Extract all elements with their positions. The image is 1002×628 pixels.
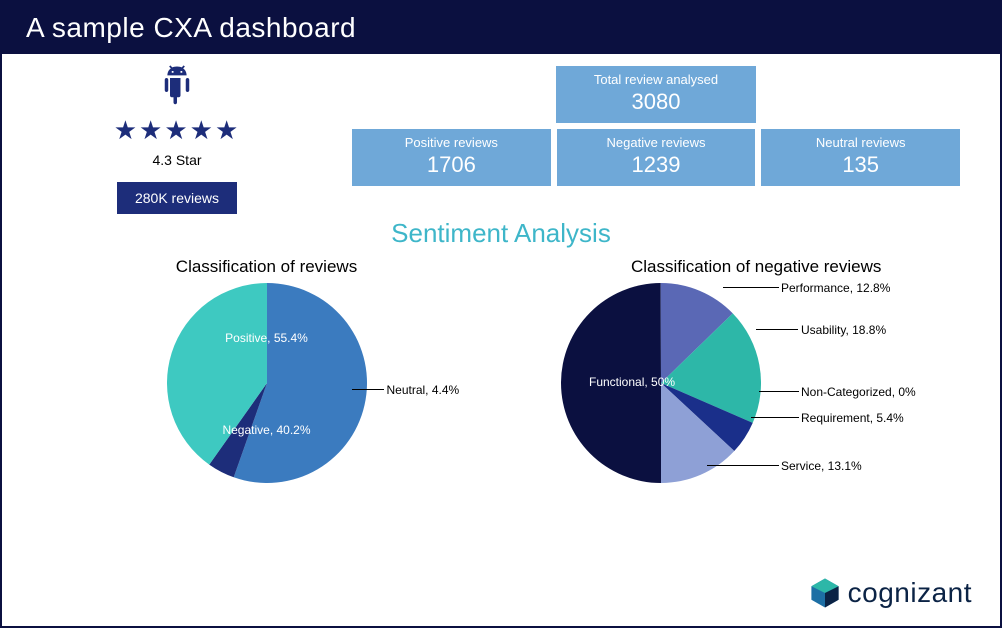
chart-reviews-title: Classification of reviews	[32, 257, 501, 277]
stat-positive-label: Positive reviews	[362, 135, 541, 150]
stat-positive-value: 1706	[362, 152, 541, 178]
pie1-label-negative: Negative, 40.2%	[222, 423, 310, 437]
pie-reviews	[167, 283, 367, 483]
stat-negative: Negative reviews 1239	[557, 129, 756, 186]
star-rating-icons: ★★★★★	[62, 115, 292, 146]
brand-logo: cognizant	[808, 576, 972, 610]
stat-total-value: 3080	[566, 89, 746, 115]
star-rating-label: 4.3 Star	[62, 152, 292, 168]
cognizant-icon	[808, 576, 842, 610]
stat-negative-label: Negative reviews	[567, 135, 746, 150]
pie1-label-positive: Positive, 55.4%	[225, 331, 308, 345]
dashboard-frame: A sample CXA dashboard ★★★★★ 4.3 Star 28…	[0, 0, 1002, 628]
stat-total-label: Total review analysed	[566, 72, 746, 87]
pie2-label-requirement: Requirement, 5.4%	[801, 411, 904, 425]
section-title: Sentiment Analysis	[2, 218, 1000, 249]
charts-row: Classification of reviews Positive, 55.4…	[2, 249, 1000, 493]
page-title: A sample CXA dashboard	[2, 2, 1000, 54]
brand-name: cognizant	[848, 577, 972, 609]
stat-neutral-label: Neutral reviews	[771, 135, 950, 150]
pie2-label-service: Service, 13.1%	[781, 459, 862, 473]
top-row: ★★★★★ 4.3 Star 280K reviews Total review…	[2, 54, 1000, 214]
stats-panel: Total review analysed 3080 Positive revi…	[292, 64, 960, 186]
chart-reviews: Classification of reviews Positive, 55.4…	[32, 257, 501, 493]
app-summary: ★★★★★ 4.3 Star 280K reviews	[62, 64, 292, 214]
reviews-count-button[interactable]: 280K reviews	[117, 182, 237, 214]
pie2-label-noncat: Non-Categorized, 0%	[801, 385, 916, 399]
stat-positive: Positive reviews 1706	[352, 129, 551, 186]
stat-neutral: Neutral reviews 135	[761, 129, 960, 186]
pie1-label-neutral: Neutral, 4.4%	[387, 383, 460, 397]
pie2-label-performance: Performance, 12.8%	[781, 281, 890, 295]
pie2-label-functional: Functional, 50%	[589, 375, 675, 389]
stat-negative-value: 1239	[567, 152, 746, 178]
stat-total: Total review analysed 3080	[556, 66, 756, 123]
chart-negative-title: Classification of negative reviews	[501, 257, 970, 277]
stat-neutral-value: 135	[771, 152, 950, 178]
pie2-label-usability: Usability, 18.8%	[801, 323, 886, 337]
android-icon	[62, 64, 292, 111]
chart-negative-reviews: Classification of negative reviews Funct…	[501, 257, 970, 493]
